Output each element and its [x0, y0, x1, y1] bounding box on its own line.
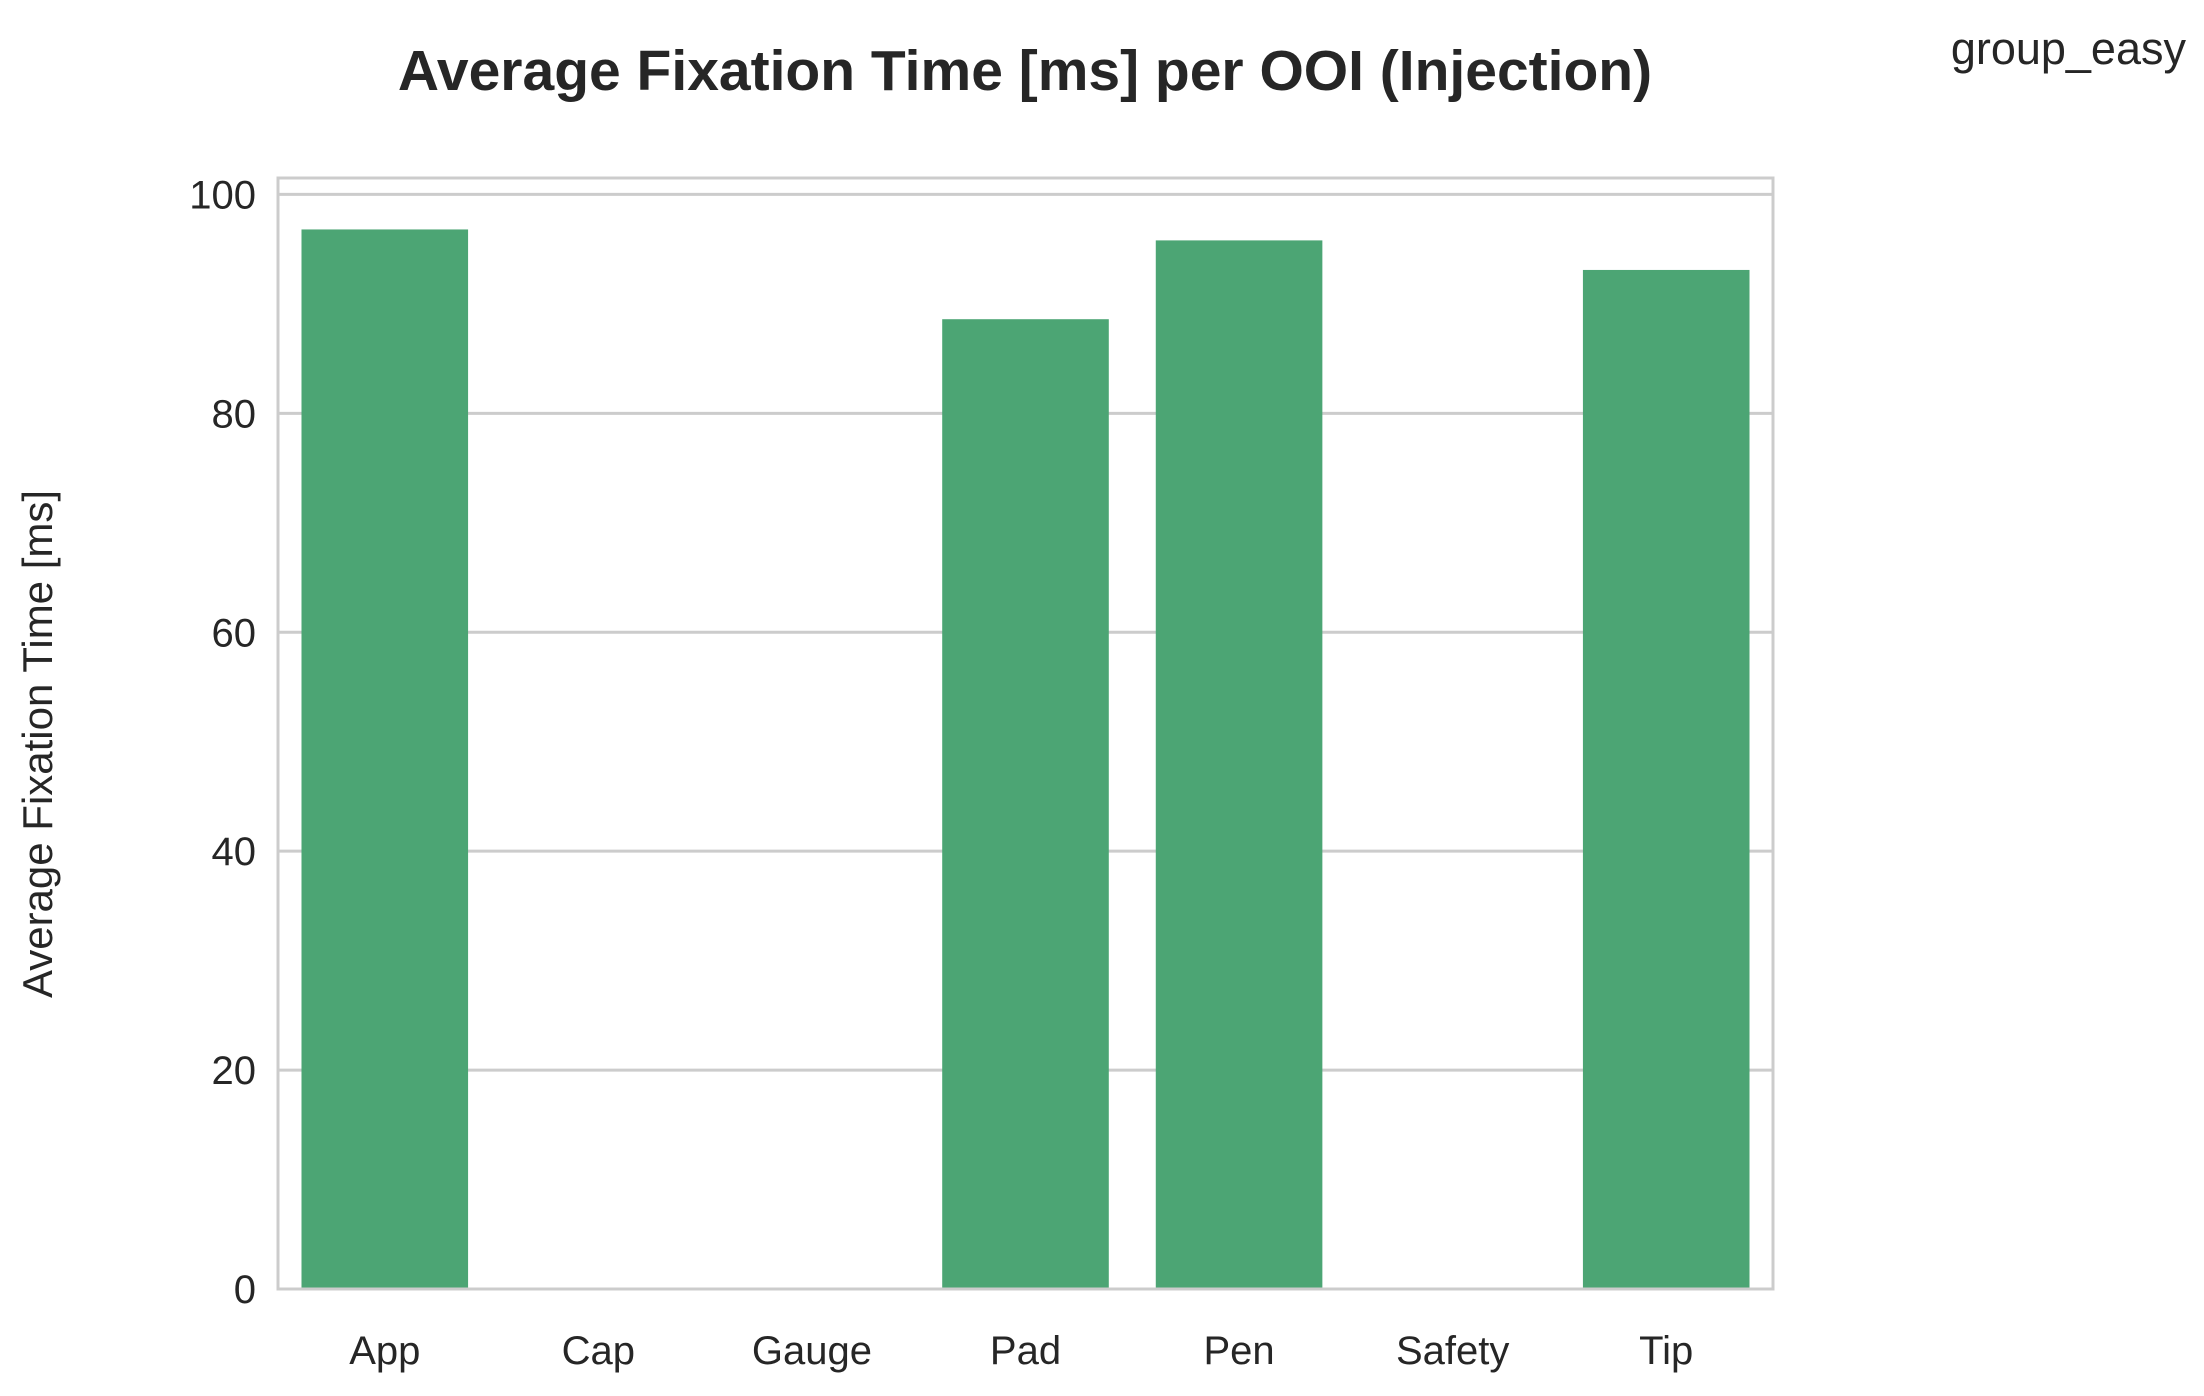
y-axis-label: Average Fixation Time [ms]	[14, 490, 61, 998]
x-tick-label-app: App	[349, 1329, 420, 1373]
bar-pen	[1155, 240, 1323, 1290]
x-tick-label-pen: Pen	[1203, 1329, 1274, 1373]
y-tick-label-40: 40	[212, 830, 257, 874]
bar-app	[301, 229, 469, 1289]
chart-title: Average Fixation Time [ms] per OOI (Inje…	[398, 39, 1652, 103]
bar-pad	[942, 319, 1109, 1289]
plot-frame	[276, 176, 1775, 1291]
bar-tip	[1582, 269, 1750, 1289]
x-tick-label-pad: Pad	[990, 1329, 1061, 1373]
y-tick-label-60: 60	[212, 611, 257, 655]
legend-label: group_easy	[1951, 23, 2187, 74]
bars	[301, 229, 1750, 1290]
x-tick-label-safety: Safety	[1396, 1329, 1509, 1373]
y-tick-label-20: 20	[212, 1049, 257, 1093]
y-tick-labels: 0 20 40 60 80 100	[189, 173, 256, 1312]
x-tick-label-gauge: Gauge	[752, 1329, 872, 1373]
y-tick-label-100: 100	[189, 173, 256, 217]
y-tick-label-0: 0	[234, 1268, 256, 1312]
x-tick-label-cap: Cap	[562, 1329, 635, 1373]
x-tick-label-tip: Tip	[1639, 1329, 1693, 1373]
x-tick-labels: App Cap Gauge Pad Pen Safety Tip	[349, 1329, 1693, 1373]
y-tick-label-80: 80	[212, 392, 257, 436]
